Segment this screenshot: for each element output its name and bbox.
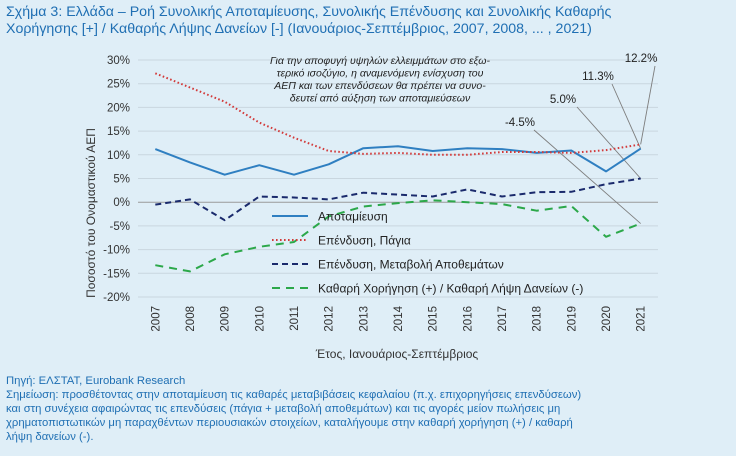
annotation-line: ΑΕΠ και των επενδύσεων θα πρέπει να συνο… bbox=[273, 80, 486, 92]
y-tick-label: 0% bbox=[113, 197, 130, 209]
x-tick-label: 2017 bbox=[497, 306, 509, 332]
callout-leader-line bbox=[611, 83, 642, 149]
y-axis-label: Ποσοστό του Ονομαστικού ΑΕΠ bbox=[84, 128, 98, 298]
chart-area: -20% -15% -10% -5% 0% 5% 10% 15% 20% 25% 30% 2007 2… bbox=[0, 40, 736, 375]
x-tick-label: 2012 bbox=[324, 306, 336, 332]
x-tick-label: 2020 bbox=[601, 306, 613, 332]
x-tick-label: 2018 bbox=[532, 306, 544, 332]
series-line-4 bbox=[155, 199, 642, 273]
y-tick-label: 10% bbox=[107, 150, 130, 162]
note-line-2: και στη συνέχεια αφαιρώντας τις επενδύσε… bbox=[6, 403, 561, 415]
series-line-2 bbox=[154, 72, 641, 156]
note-line-4: λήψη δανείων (-). bbox=[6, 431, 94, 443]
line-chart: -20% -15% -10% -5% 0% 5% 10% 15% 20% 25% 30% 2007 2… bbox=[84, 53, 658, 361]
annotation-line: δευτεί από αύξηση των αποταμιεύσεων bbox=[290, 93, 471, 105]
x-tick-label: 2019 bbox=[566, 306, 578, 332]
note-line-1: Σημείωση: προσθέτοντας στην αποταμίευση … bbox=[6, 389, 582, 401]
y-tick-label: 25% bbox=[107, 79, 130, 91]
x-tick-label: 2008 bbox=[185, 306, 197, 332]
legend-label: Επένδυση, Πάγια bbox=[318, 234, 411, 248]
legend-label: Επένδυση, Μεταβολή Αποθεμάτων bbox=[318, 258, 504, 272]
callout-leader-line bbox=[533, 129, 641, 224]
x-tick-label: 2016 bbox=[462, 306, 474, 332]
annotation-line: Για την αποφυγή υψηλών ελλειμμάτων στο ε… bbox=[270, 55, 490, 67]
x-tick-label: 2015 bbox=[428, 306, 440, 332]
y-tick-label: 5% bbox=[113, 174, 130, 186]
source-text: Πηγή: ΕΛΣΤΑΤ, Eurobank Research bbox=[6, 375, 186, 387]
y-tick-label: 15% bbox=[107, 126, 130, 138]
series-line-1 bbox=[154, 145, 642, 176]
x-tick-label: 2021 bbox=[636, 306, 648, 332]
title-line-1: Σχήμα 3: Ελλάδα – Ροή Συνολικής Αποταμίε… bbox=[6, 4, 612, 20]
title-line-2: Χορήγησης [+] / Καθαρής Λήψης Δανείων [-… bbox=[6, 21, 592, 37]
series-line-3 bbox=[155, 177, 641, 222]
x-tick-label: 2010 bbox=[254, 306, 266, 332]
x-tick-label: 2007 bbox=[150, 306, 162, 332]
callout-label: 11.3% bbox=[582, 71, 614, 83]
footer: Πηγή: ΕΛΣΤΑΤ, Eurobank Research Σημείωση… bbox=[6, 374, 732, 444]
callout-leader-line bbox=[640, 65, 656, 145]
callout-label: -4.5% bbox=[505, 117, 535, 129]
y-tick-label: -10% bbox=[103, 245, 130, 257]
x-tick-label: 2014 bbox=[393, 305, 405, 331]
x-tick-label: 2011 bbox=[289, 306, 301, 331]
callout-leader-line bbox=[576, 106, 642, 179]
legend-label: Αποταμίευση bbox=[318, 210, 388, 224]
note-line-3: χρηματοπιστωτικών μη παραχθέντων περιουσ… bbox=[6, 417, 573, 429]
legend-label: Καθαρή Χορήγηση (+) / Καθαρή Λήψη Δανείω… bbox=[318, 282, 583, 296]
callout-label: 5.0% bbox=[550, 94, 576, 106]
y-tick-label: 20% bbox=[107, 102, 130, 114]
x-tick-label: 2013 bbox=[358, 306, 370, 332]
y-tick-label: -15% bbox=[103, 268, 130, 280]
x-axis-label: Έτος, Ιανουάριος-Σεπτέμβριος bbox=[315, 347, 479, 361]
y-tick-label: 30% bbox=[107, 55, 130, 67]
y-tick-label: -5% bbox=[110, 221, 130, 233]
x-tick-label: 2009 bbox=[220, 306, 232, 332]
callout-label: 12.2% bbox=[625, 53, 658, 65]
y-tick-label: -20% bbox=[103, 292, 130, 304]
annotation-line: τερικό ισοζύγιο, η αναμενόμενη ενίσχυση … bbox=[277, 68, 484, 80]
figure-title: Σχήμα 3: Ελλάδα – Ροή Συνολικής Αποταμίε… bbox=[6, 4, 732, 38]
